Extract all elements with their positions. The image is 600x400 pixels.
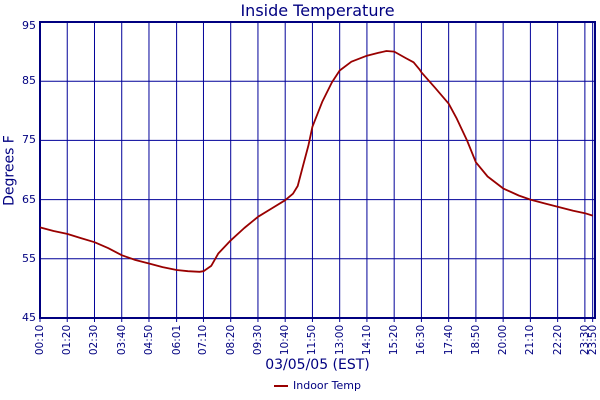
x-tick-label: 01:20: [61, 324, 74, 356]
x-tick-label: 00:10: [34, 324, 46, 356]
x-tick-label: 23:50: [586, 324, 599, 356]
y-tick-label: 95: [22, 19, 36, 32]
x-tick-label: 09:30: [251, 324, 264, 356]
legend-label: Indoor Temp: [293, 379, 361, 392]
x-tick-label: 20:00: [497, 324, 510, 356]
x-tick-label: 22:20: [551, 324, 564, 356]
legend: Indoor Temp: [40, 379, 595, 392]
x-tick-label: 17:40: [442, 324, 455, 356]
x-tick-label: 06:01: [170, 324, 183, 356]
x-tick-label: 10:40: [279, 324, 292, 356]
x-tick-label: 04:50: [142, 324, 155, 356]
x-tick-label: 15:20: [388, 324, 401, 356]
y-tick-label: 75: [22, 133, 36, 147]
x-axis-label: 03/05/05 (EST): [265, 357, 370, 373]
x-tick-label: 03:40: [115, 324, 128, 356]
x-tick-label: 21:10: [524, 324, 537, 356]
y-tick-label: 85: [22, 74, 36, 88]
x-tick-label: 14:10: [360, 324, 373, 356]
x-tick-label: 11:50: [306, 324, 319, 356]
x-tick-label: 13:00: [333, 324, 346, 356]
x-tick-label: 07:10: [197, 324, 210, 356]
x-tick-label: 08:20: [224, 324, 237, 356]
y-tick-label: 55: [22, 251, 36, 265]
x-tick-label: 02:30: [88, 324, 101, 356]
x-tick-label: 16:30: [415, 324, 428, 356]
y-tick-label: 65: [22, 192, 36, 206]
legend-line-marker: [274, 384, 288, 387]
y-tick-label: 45: [22, 311, 36, 324]
chart-title: Inside Temperature: [240, 1, 395, 20]
x-tick-label: 18:50: [469, 324, 482, 356]
